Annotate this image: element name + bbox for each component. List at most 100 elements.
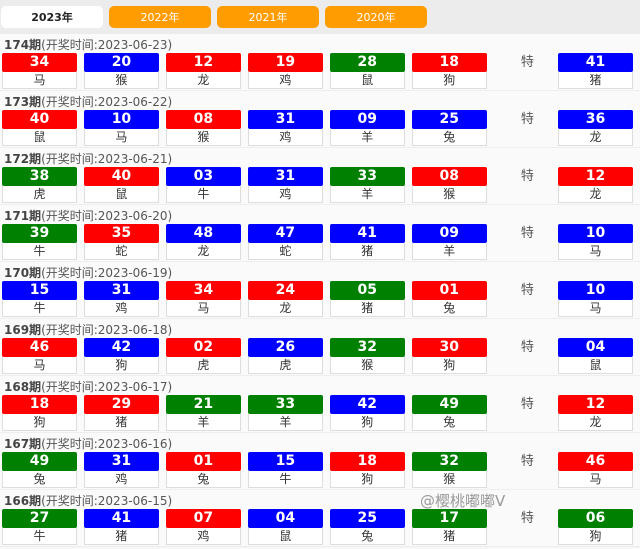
zodiac-label: 猴 [83,72,159,89]
draw-date: (开奖时间:2023-06-17) [41,380,173,394]
ball: 32 猴 [411,452,487,488]
draw-date: (开奖时间:2023-06-19) [41,266,173,280]
ball-number: 18 [2,395,77,414]
ball: 18 狗 [411,53,487,89]
ball-number: 09 [411,224,487,243]
ball-number: 27 [2,509,77,528]
zodiac-label: 牛 [165,186,241,203]
ball-number: 15 [2,281,77,300]
zodiac-label: 羊 [165,414,241,431]
ball: 03 牛 [165,167,241,203]
ball: 39 牛 [2,224,77,260]
ball-number: 24 [247,281,323,300]
ball: 46 马 [2,338,77,374]
ball: 40 鼠 [83,167,159,203]
special-label: 特 [520,55,534,70]
draw-header: 166期(开奖时间:2023-06-15) [0,493,640,509]
zodiac-label: 猴 [329,357,405,374]
ball-number: 35 [83,224,159,243]
special-label: 特 [520,340,534,355]
ball-number: 18 [329,452,405,471]
ball: 10 马 [83,110,159,146]
zodiac-label: 蛇 [247,243,323,260]
ball: 30 狗 [411,338,487,374]
draw-row: 171期(开奖时间:2023-06-20) 39 牛 35 蛇 48 龙 47 蛇 41 猪 09 羊特… [0,205,640,262]
ball-number: 04 [558,338,634,357]
draw-header: 174期(开奖时间:2023-06-23) [0,37,640,53]
ball-number: 39 [2,224,77,243]
ball: 28 鼠 [329,53,405,89]
zodiac-label: 牛 [2,528,77,545]
ball: 32 猴 [329,338,405,374]
ball: 08 猴 [165,110,241,146]
ball-number: 06 [558,509,634,528]
ball-number: 38 [2,167,77,186]
tab-2020[interactable]: 2020年 [325,6,427,28]
ball-number: 05 [329,281,405,300]
ball-number: 31 [83,281,159,300]
ball-number: 41 [329,224,405,243]
zodiac-label: 龙 [165,72,241,89]
ball-number: 33 [247,395,323,414]
ball: 31 鸡 [247,110,323,146]
zodiac-label: 兔 [165,471,241,488]
draw-header: 173期(开奖时间:2023-06-22) [0,94,640,110]
ball-row: 38 虎 40 鼠 03 牛 31 鸡 33 羊 08 猴特 12 龙 [0,167,640,203]
ball: 26 虎 [247,338,323,374]
zodiac-label: 羊 [247,414,323,431]
ball: 33 羊 [329,167,405,203]
zodiac-label: 马 [558,300,634,317]
zodiac-label: 狗 [2,414,77,431]
ball: 48 龙 [165,224,241,260]
special-ball: 04 鼠 [558,338,634,374]
zodiac-label: 马 [2,72,77,89]
ball: 04 鼠 [247,509,323,545]
special-label: 特 [520,454,534,469]
special-ball: 46 马 [558,452,634,488]
zodiac-label: 鸡 [247,186,323,203]
ball: 41 猪 [329,224,405,260]
draw-row: 166期(开奖时间:2023-06-15) 27 牛 41 猪 07 鸡 04 鼠 25 兔 17 猪特… [0,490,640,547]
ball: 01 兔 [165,452,241,488]
special-ball: 12 龙 [558,167,634,203]
ball-row: 15 牛 31 鸡 34 马 24 龙 05 猪 01 兔特 10 马 [0,281,640,317]
ball-number: 08 [411,167,487,186]
zodiac-label: 马 [558,243,634,260]
ball-number: 34 [2,53,77,72]
zodiac-label: 鸡 [247,129,323,146]
draw-date: (开奖时间:2023-06-16) [41,437,173,451]
ball-number: 01 [165,452,241,471]
zodiac-label: 牛 [2,243,77,260]
tab-2022[interactable]: 2022年 [109,6,211,28]
ball: 31 鸡 [247,167,323,203]
ball-row: 34 马 20 猴 12 龙 19 鸡 28 鼠 18 狗特 41 猪 [0,53,640,89]
ball: 35 蛇 [83,224,159,260]
ball: 18 狗 [2,395,77,431]
tab-2023[interactable]: 2023年 [1,6,103,28]
zodiac-label: 猪 [83,414,159,431]
tab-2021[interactable]: 2021年 [217,6,319,28]
ball: 20 猴 [83,53,159,89]
ball-row: 27 牛 41 猪 07 鸡 04 鼠 25 兔 17 猪特 06 狗 [0,509,640,545]
ball: 34 马 [165,281,241,317]
ball-number: 20 [83,53,159,72]
ball: 29 猪 [83,395,159,431]
ball-number: 19 [247,53,323,72]
zodiac-label: 狗 [558,528,634,545]
ball-number: 18 [411,53,487,72]
ball: 18 狗 [329,452,405,488]
ball: 47 蛇 [247,224,323,260]
special-ball: 36 龙 [558,110,634,146]
zodiac-label: 虎 [165,357,241,374]
ball-row: 49 兔 31 鸡 01 兔 15 牛 18 狗 32 猴特 46 马 [0,452,640,488]
ball: 31 鸡 [83,281,159,317]
ball: 49 兔 [411,395,487,431]
ball-number: 40 [83,167,159,186]
special-label: 特 [520,511,534,526]
draw-date: (开奖时间:2023-06-15) [41,494,173,508]
zodiac-label: 猪 [329,243,405,260]
zodiac-label: 狗 [411,357,487,374]
draw-row: 170期(开奖时间:2023-06-19) 15 牛 31 鸡 34 马 24 龙 05 猪 01 兔特… [0,262,640,319]
ball: 07 鸡 [165,509,241,545]
zodiac-label: 猪 [83,528,159,545]
